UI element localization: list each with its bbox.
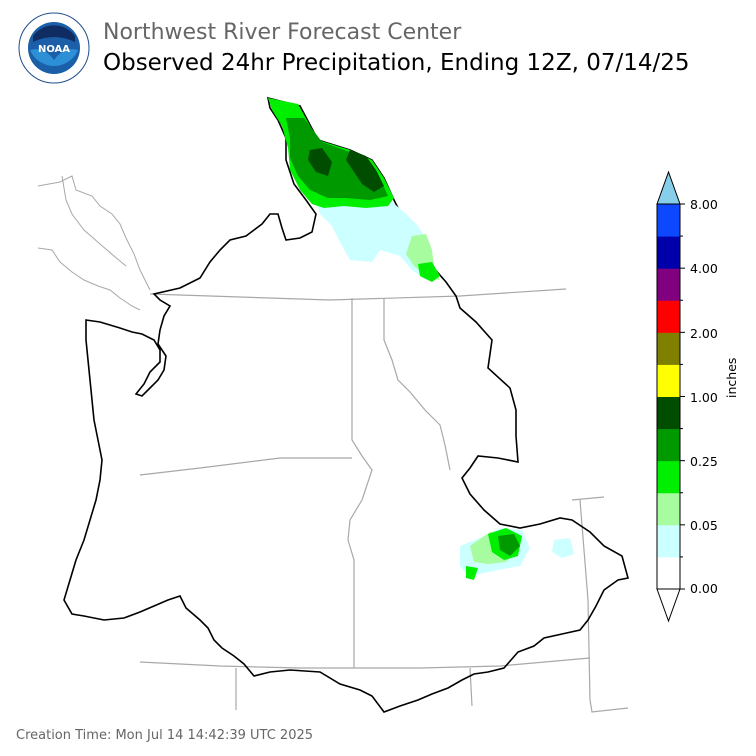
legend-tick-label-3: 1.00 xyxy=(690,390,718,405)
basin-outline xyxy=(63,96,629,713)
colorbar-ticks xyxy=(680,203,685,590)
colorbar-bottom-arrow xyxy=(656,588,681,623)
colorbar-band xyxy=(657,268,680,301)
legend-tick-label-0: 0.00 xyxy=(690,581,718,596)
colorbar-top-arrow xyxy=(656,170,681,205)
colorbar-segments xyxy=(657,204,680,590)
colorbar-band xyxy=(657,236,680,269)
colorbar-band xyxy=(657,204,680,237)
logo-text: NOAA xyxy=(38,44,70,55)
colorbar-band xyxy=(657,492,680,526)
state-boundaries xyxy=(139,288,629,713)
colorbar-band xyxy=(657,396,680,430)
colorbar-band xyxy=(657,556,680,590)
precip-southeast xyxy=(460,528,574,580)
map-title: Observed 24hr Precipitation, Ending 12Z,… xyxy=(103,50,690,76)
colorbar-band xyxy=(657,364,680,397)
colorbar-band xyxy=(657,524,680,558)
precip-north xyxy=(268,98,440,282)
creation-time: Creation Time: Mon Jul 14 14:42:39 UTC 2… xyxy=(16,728,314,743)
colorbar-band xyxy=(657,300,680,333)
legend-tick-label-2: 0.25 xyxy=(690,454,718,469)
coastline-canada xyxy=(37,175,151,311)
colorbar-band xyxy=(657,428,680,462)
legend-tick-label-4: 2.00 xyxy=(690,326,718,341)
colorbar-band xyxy=(657,332,680,365)
legend-tick-label-1: 0.05 xyxy=(690,518,718,533)
legend-units: inches xyxy=(724,357,739,398)
noaa-logo: NOAA xyxy=(18,12,90,84)
legend-tick-label-5: 4.00 xyxy=(690,261,718,276)
legend-tick-label-6: 8.00 xyxy=(690,197,718,212)
center-name: Northwest River Forecast Center xyxy=(103,20,462,45)
colorbar-band xyxy=(657,460,680,494)
